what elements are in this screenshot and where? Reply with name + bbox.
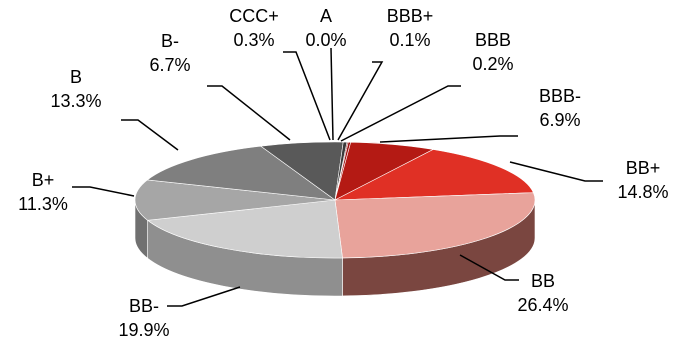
pie-slices <box>134 141 536 259</box>
slice-b-plus <box>134 179 336 221</box>
slice-value-bb-minus: 19.9% <box>118 320 169 340</box>
leader-line-bbb <box>340 85 461 142</box>
slice-value-bbb-plus: 0.1% <box>389 30 430 50</box>
leader-line-bbb-plus <box>337 61 384 141</box>
leader-line-bbb-minus <box>379 135 518 143</box>
leader-line-bb-minus <box>167 286 241 307</box>
slice-bb <box>334 192 536 259</box>
slice-value-bb: 26.4% <box>517 295 568 315</box>
slice-label-bbb-minus: BBB- <box>539 86 581 106</box>
slice-value-a: 0.0% <box>305 30 346 50</box>
slice-label-b-plus: B+ <box>32 170 55 190</box>
leader-line-bb-plus <box>509 161 603 182</box>
slice-label-a: A <box>320 6 332 26</box>
slice-bb-plus <box>334 149 534 201</box>
leader-line-b-plus <box>72 186 135 197</box>
slice-ccc-plus <box>334 141 348 201</box>
slice-label-b-minus: B- <box>161 31 179 51</box>
leader-line-b <box>121 119 179 151</box>
slice-value-ccc-plus: 0.3% <box>233 30 274 50</box>
slice-label-b: B <box>70 67 82 87</box>
slice-label-bb: BB <box>531 271 555 291</box>
slice-value-b-minus: 6.7% <box>149 55 190 75</box>
slice-label-bb-plus: BB+ <box>626 158 661 178</box>
slice-label-bbb: BBB <box>475 30 511 50</box>
slice-value-bb-plus: 14.8% <box>617 182 668 202</box>
leader-line-b-minus <box>207 85 291 141</box>
leader-line-bb <box>459 254 519 281</box>
leader-line-a <box>330 47 334 141</box>
slice-value-bbb-minus: 6.9% <box>539 110 580 130</box>
leader-line-ccc-plus <box>283 51 331 141</box>
slice-label-bb-minus: BB- <box>129 296 159 316</box>
slice-b <box>146 145 337 201</box>
slice-value-b-plus: 11.3% <box>18 194 68 214</box>
slice-value-b: 13.3% <box>50 91 101 111</box>
slice-value-bbb: 0.2% <box>472 54 513 74</box>
slice-label-ccc-plus: CCC+ <box>229 6 279 26</box>
leader-lines <box>72 47 603 307</box>
slice-labels: A0.0%BBB+0.1% BBB0.2%BBB-6.9%BB+14.8%BB26… <box>18 6 668 340</box>
slice-label-bbb-plus: BBB+ <box>387 6 434 26</box>
slice-bb-minus <box>146 199 343 259</box>
